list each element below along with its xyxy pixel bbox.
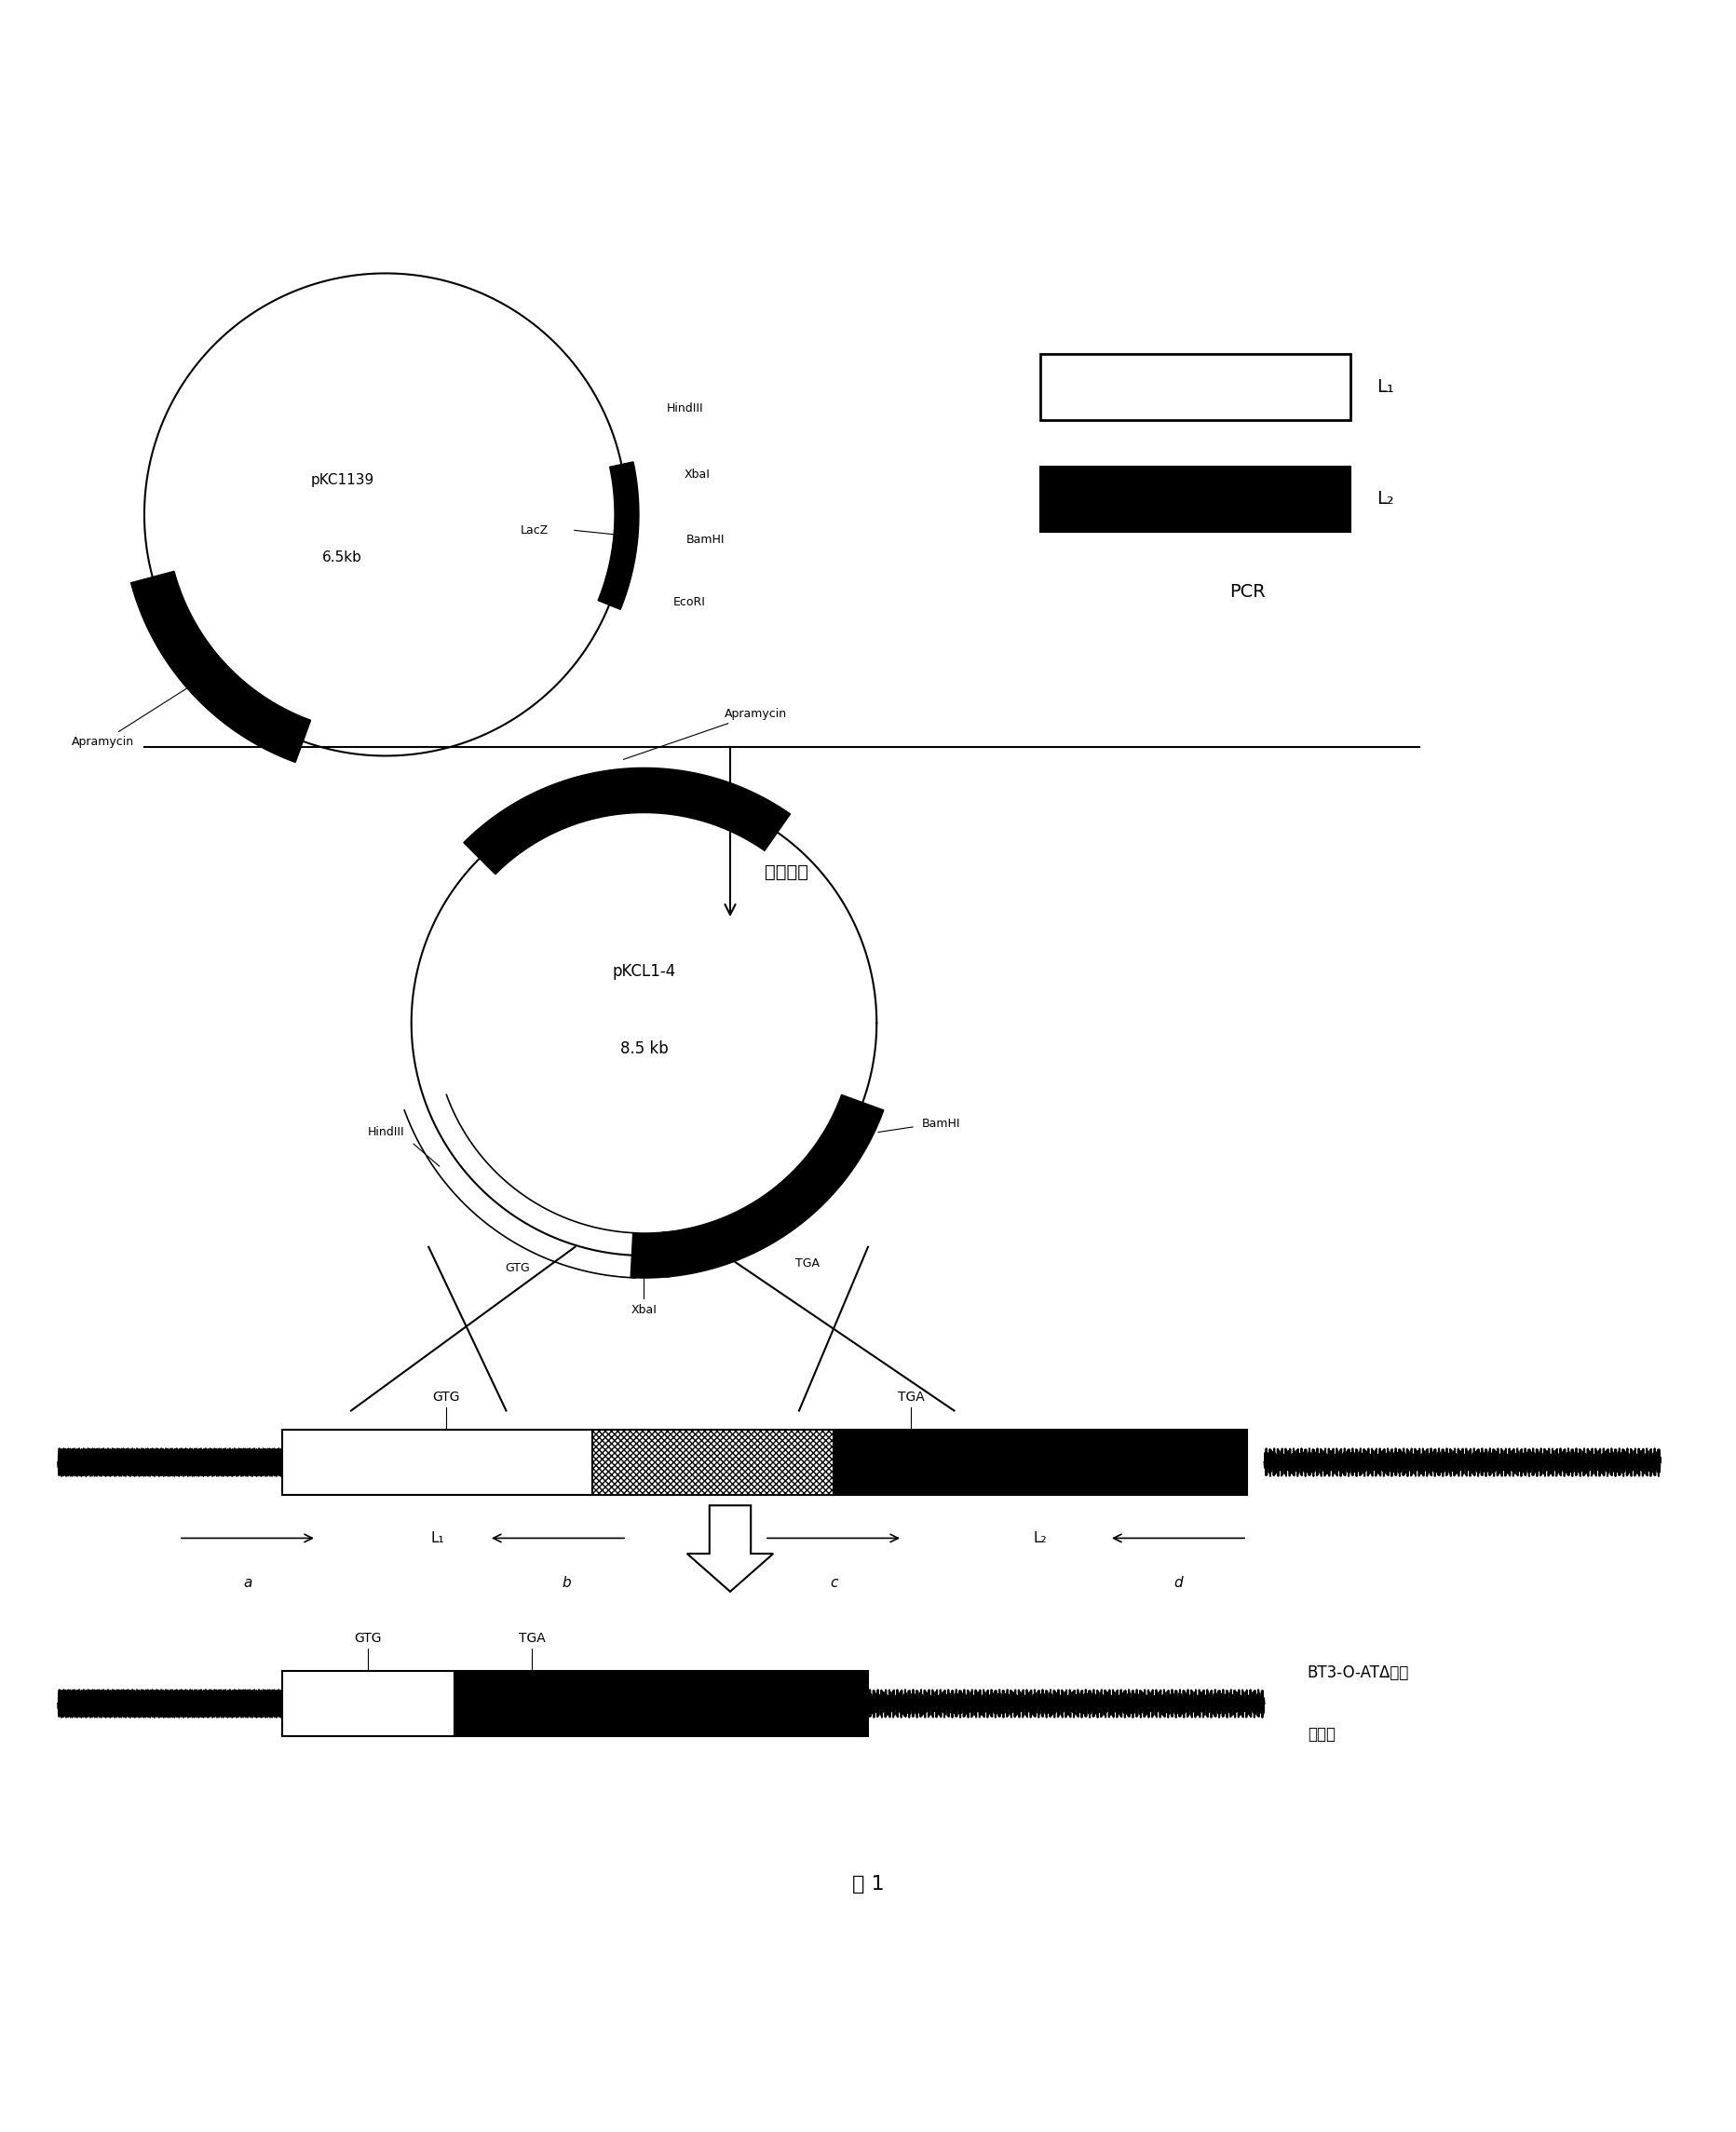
Polygon shape (404, 1096, 637, 1277)
Text: XbaI: XbaI (684, 469, 710, 482)
Polygon shape (630, 1232, 670, 1277)
Text: pKC1139: pKC1139 (311, 473, 375, 486)
Text: BamHI: BamHI (922, 1117, 960, 1130)
Bar (283, 1431, 592, 1495)
Text: pKCL1-4: pKCL1-4 (613, 964, 675, 979)
Text: 原株染色体: 原株染色体 (1437, 1454, 1483, 1471)
Text: TGA: TGA (795, 1258, 819, 1269)
Text: GTG: GTG (505, 1262, 529, 1273)
Bar (455, 1671, 868, 1735)
Bar (1040, 467, 1351, 531)
Text: TGA: TGA (519, 1631, 545, 1646)
Text: TGA: TGA (898, 1390, 925, 1403)
Text: Apramycin: Apramycin (71, 678, 205, 748)
Text: L₁: L₁ (1377, 377, 1394, 397)
Text: d: d (1174, 1576, 1182, 1590)
Text: HindIII: HindIII (368, 1126, 404, 1138)
Text: c: c (830, 1576, 837, 1590)
Text: BT3-O-ATΔ变株: BT3-O-ATΔ变株 (1307, 1665, 1410, 1680)
Text: a: a (243, 1576, 252, 1590)
Text: Apramycin: Apramycin (623, 708, 786, 759)
Polygon shape (130, 571, 311, 763)
Text: 染色体: 染色体 (1307, 1727, 1335, 1744)
Text: L₂: L₂ (1377, 490, 1394, 507)
Bar (283, 1671, 455, 1735)
Text: XbaI: XbaI (630, 1305, 656, 1315)
Text: HindIII: HindIII (667, 403, 703, 414)
Text: GTG: GTG (354, 1631, 382, 1646)
Text: EcoRI: EcoRI (674, 597, 705, 608)
Text: PCR: PCR (1229, 584, 1266, 601)
Polygon shape (663, 1096, 884, 1277)
Text: b: b (562, 1576, 571, 1590)
Polygon shape (609, 463, 639, 537)
Text: L₂: L₂ (1033, 1531, 1047, 1546)
Text: 酶切连接: 酶切连接 (764, 863, 809, 881)
Text: L₁: L₁ (431, 1531, 444, 1546)
Text: 图 1: 图 1 (852, 1876, 884, 1893)
Text: 6.5kb: 6.5kb (323, 550, 363, 565)
Bar (833, 1431, 1246, 1495)
Text: GTG: GTG (432, 1390, 460, 1403)
Text: 8.5 kb: 8.5 kb (620, 1040, 668, 1057)
Polygon shape (687, 1505, 773, 1593)
Polygon shape (597, 535, 637, 610)
Text: BamHI: BamHI (686, 533, 724, 546)
Bar (1040, 354, 1351, 420)
Polygon shape (464, 768, 790, 874)
Bar (592, 1431, 833, 1495)
Text: LacZ: LacZ (521, 524, 549, 537)
